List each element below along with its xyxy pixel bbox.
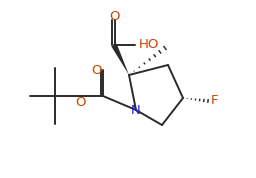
Text: O: O: [92, 64, 102, 77]
Text: F: F: [211, 95, 219, 108]
Text: N: N: [131, 103, 141, 116]
Text: O: O: [109, 9, 119, 22]
Text: O: O: [76, 96, 86, 109]
Polygon shape: [111, 44, 129, 75]
Text: HO: HO: [139, 38, 159, 51]
